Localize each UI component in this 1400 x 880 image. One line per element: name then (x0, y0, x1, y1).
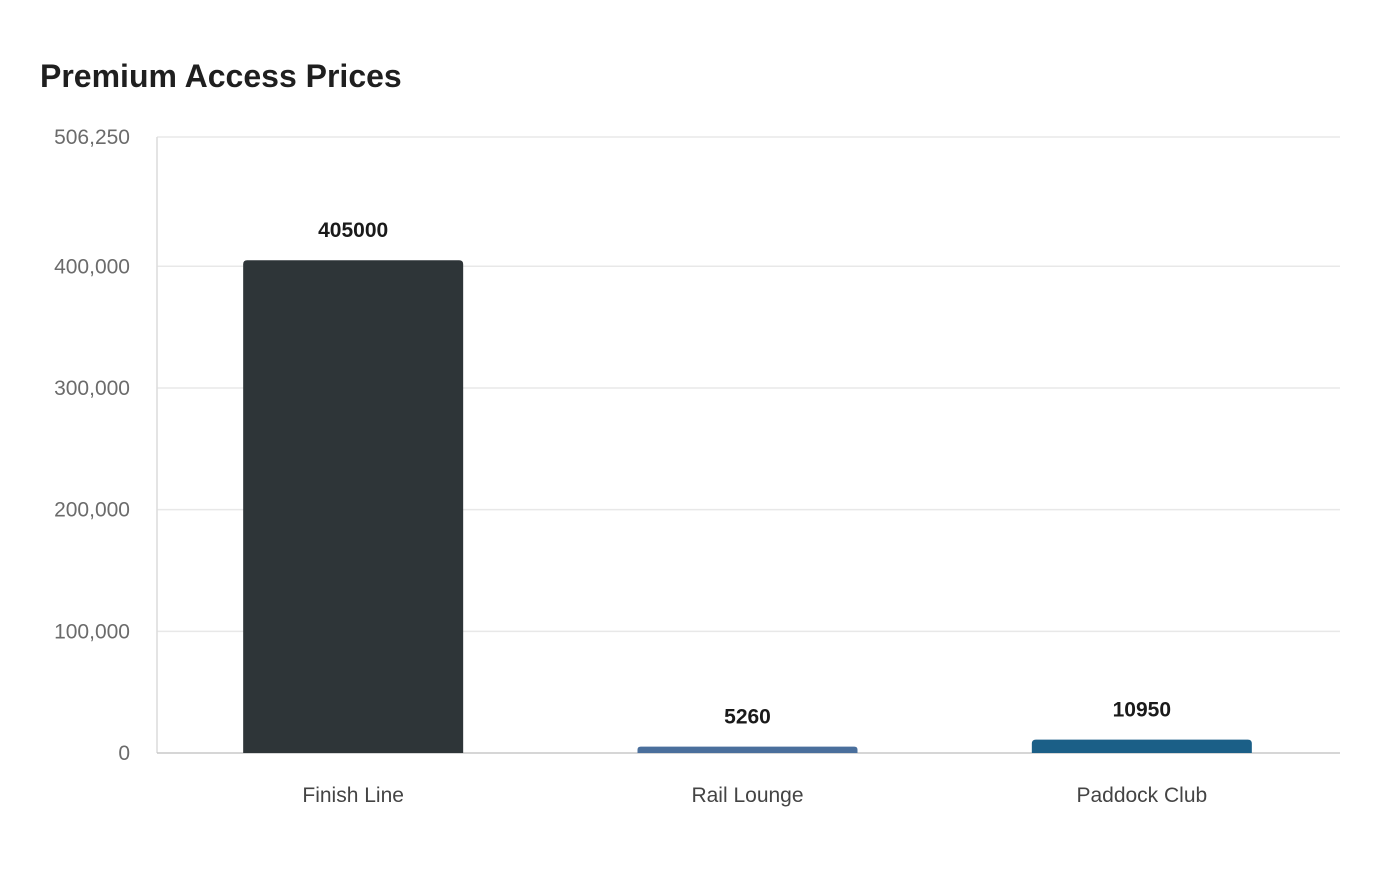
x-tick-label: Rail Lounge (691, 784, 803, 807)
y-tick-label: 200,000 (54, 499, 130, 522)
x-tick-label: Paddock Club (1076, 784, 1207, 807)
bar-finish-line (243, 260, 464, 753)
data-label: 405000 (318, 219, 388, 242)
y-tick-label: 300,000 (54, 377, 130, 400)
data-label: 5260 (724, 706, 771, 729)
data-labels: 405000 5260 10950 (318, 219, 1171, 728)
y-tick-label: 506,250 (54, 126, 130, 149)
y-tick-label: 400,000 (54, 255, 130, 278)
y-axis-ticks: 0 100,000 200,000 300,000 400,000 506,250 (54, 126, 130, 765)
x-axis-ticks: Finish Line Rail Lounge Paddock Club (302, 784, 1207, 807)
bars (243, 260, 1252, 753)
y-tick-label: 0 (118, 742, 130, 765)
bar-rail-lounge (637, 746, 858, 753)
chart-title: Premium Access Prices (40, 58, 402, 94)
x-tick-label: Finish Line (302, 784, 404, 807)
bar-paddock-club (1031, 739, 1252, 753)
y-tick-label: 100,000 (54, 620, 130, 643)
data-label: 10950 (1113, 699, 1171, 722)
